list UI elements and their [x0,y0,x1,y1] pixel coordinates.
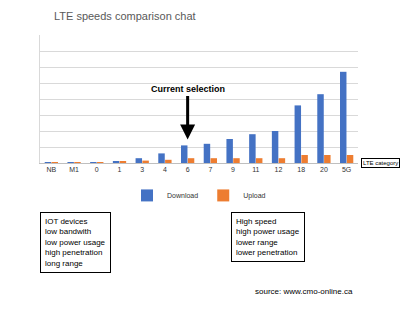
svg-text:Upload: Upload [243,192,265,200]
svg-text:9: 9 [231,166,235,173]
svg-text:LTE category: LTE category [363,160,398,166]
svg-text:5G: 5G [342,166,351,173]
svg-text:Current selection: Current selection [151,84,225,94]
svg-text:IOT deviceslow bandwithlow pow: IOT deviceslow bandwithlow power usagehi… [45,217,106,268]
svg-text:7: 7 [208,166,212,173]
svg-text:6: 6 [186,166,190,173]
svg-text:11: 11 [252,166,259,173]
svg-text:LTE speeds comparison chat: LTE speeds comparison chat [54,10,196,22]
svg-text:3: 3 [140,166,144,173]
svg-text:NB: NB [46,166,56,173]
svg-text:M1: M1 [69,166,79,173]
svg-text:20: 20 [320,166,328,173]
svg-text:Download: Download [167,192,198,199]
svg-text:18: 18 [297,166,305,173]
svg-text:4: 4 [163,166,167,173]
svg-text:12: 12 [275,166,283,173]
svg-text:0: 0 [95,166,99,173]
svg-text:1: 1 [118,166,122,173]
svg-text:source: www.cmo-online.ca: source: www.cmo-online.ca [255,287,353,296]
svg-text:High speedhigh power usagelowe: High speedhigh power usagelower rangelow… [236,217,300,257]
